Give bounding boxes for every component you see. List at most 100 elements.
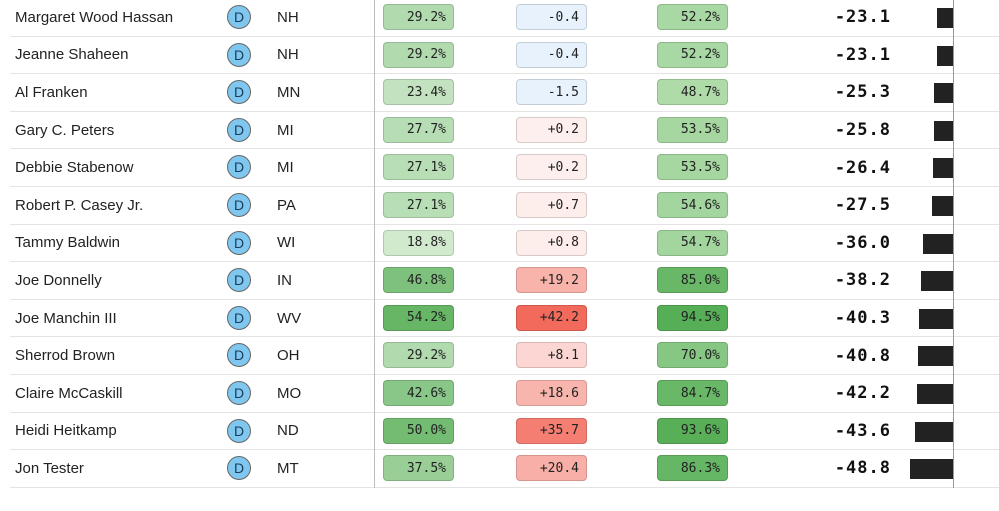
party-badge: D	[227, 42, 251, 67]
state-code: PA	[277, 196, 296, 214]
score-bar	[915, 421, 953, 442]
value-cell-2: +35.7	[516, 417, 587, 444]
table-row: Gary C. Peters D MI 27.7% +0.2 53.5% -25.8	[10, 112, 999, 150]
table-row: Jon Tester D MT 37.5% +20.4 86.3% -48.8	[10, 450, 999, 488]
value-cell-2: -0.4	[516, 4, 587, 30]
value-cell-3: 84.7%	[657, 380, 728, 406]
value-cell-2: +20.4	[516, 455, 587, 482]
value-cell-1: 23.4%	[383, 79, 454, 106]
table-row: Joe Manchin III D WV 54.2% +42.2 94.5% -40.3	[10, 300, 999, 338]
value-cell-2: +8.1	[516, 342, 587, 369]
value-cell-2: +18.6	[516, 380, 587, 406]
senator-name: Joe Donnelly	[15, 271, 102, 289]
score-bar	[916, 384, 953, 404]
value-cell-3: 48.7%	[657, 79, 728, 106]
senator-name: Al Franken	[15, 83, 88, 101]
column-divider	[374, 0, 375, 488]
score-value: -25.8	[834, 120, 891, 141]
score-bar	[923, 233, 953, 254]
value-cell-3: 93.6%	[657, 417, 728, 444]
party-badge: D	[227, 343, 251, 368]
value-cell-1: 18.8%	[383, 229, 454, 256]
value-cell-3: 52.2%	[657, 41, 728, 68]
value-cell-2: +0.2	[516, 154, 587, 181]
senator-name: Debbie Stabenow	[15, 159, 134, 177]
score-bar	[918, 308, 953, 329]
senator-name: Joe Manchin III	[15, 309, 117, 327]
score-value: -26.4	[834, 157, 891, 178]
party-badge: D	[227, 230, 251, 255]
score-value: -42.2	[834, 383, 891, 404]
senator-name: Jon Tester	[15, 459, 84, 477]
senator-name: Tammy Baldwin	[15, 234, 121, 252]
senator-name: Sherrod Brown	[15, 347, 116, 365]
value-cell-1: 29.2%	[383, 4, 454, 30]
senator-name: Jeanne Shaheen	[15, 46, 129, 64]
bar-axis-line	[953, 0, 954, 488]
table-row: Sherrod Brown D OH 29.2% +8.1 70.0% -40.8	[10, 337, 999, 375]
state-code: WI	[277, 234, 296, 252]
table-row: Claire McCaskill D MO 42.6% +18.6 84.7% -42.2	[10, 375, 999, 413]
value-cell-1: 50.0%	[383, 417, 454, 444]
score-value: -23.1	[834, 44, 891, 65]
state-code: WV	[277, 309, 302, 327]
value-cell-3: 94.5%	[657, 304, 728, 331]
score-value: -25.3	[834, 82, 891, 103]
table-row: Heidi Heitkamp D ND 50.0% +35.7 93.6% -43.6	[10, 413, 999, 451]
party-badge: D	[227, 5, 251, 29]
table-row: Margaret Wood Hassan D NH 29.2% -0.4 52.2% -23…	[10, 0, 999, 37]
state-code: OH	[277, 347, 300, 365]
value-cell-1: 37.5%	[383, 455, 454, 482]
state-code: ND	[277, 422, 299, 440]
value-cell-1: 42.6%	[383, 380, 454, 406]
party-badge: D	[227, 80, 251, 105]
table-row: Robert P. Casey Jr. D PA 27.1% +0.7 54.6% -27.…	[10, 187, 999, 225]
score-value: -36.0	[834, 232, 891, 253]
value-cell-3: 53.5%	[657, 154, 728, 181]
value-cell-3: 54.6%	[657, 192, 728, 218]
state-code: NH	[277, 46, 299, 64]
score-bar	[936, 45, 953, 66]
state-code: IN	[277, 271, 292, 289]
score-bar	[918, 346, 953, 367]
score-value: -40.3	[834, 308, 891, 329]
party-badge: D	[227, 456, 251, 481]
value-cell-1: 29.2%	[383, 41, 454, 68]
score-value: -48.8	[834, 458, 891, 479]
value-cell-3: 70.0%	[657, 342, 728, 369]
party-badge: D	[227, 117, 251, 142]
value-cell-1: 46.8%	[383, 267, 454, 294]
value-cell-1: 27.1%	[383, 192, 454, 218]
table-row: Joe Donnelly D IN 46.8% +19.2 85.0% -38.2	[10, 262, 999, 300]
score-value: -23.1	[834, 7, 891, 28]
table-row: Jeanne Shaheen D NH 29.2% -0.4 52.2% -23.1	[10, 37, 999, 75]
score-bar	[933, 158, 953, 179]
value-cell-1: 27.1%	[383, 154, 454, 181]
value-cell-3: 54.7%	[657, 229, 728, 256]
score-value: -27.5	[834, 195, 891, 216]
value-cell-3: 86.3%	[657, 455, 728, 482]
state-code: NH	[277, 8, 299, 26]
state-code: MN	[277, 83, 301, 101]
state-code: MI	[277, 159, 294, 177]
value-cell-3: 52.2%	[657, 4, 728, 30]
senator-name: Gary C. Peters	[15, 121, 115, 139]
score-value: -43.6	[834, 420, 891, 441]
party-badge: D	[227, 305, 251, 330]
score-bar	[909, 459, 953, 480]
senator-name: Robert P. Casey Jr.	[15, 196, 144, 214]
state-code: MO	[277, 384, 302, 402]
value-cell-1: 27.7%	[383, 116, 454, 143]
value-cell-2: +0.8	[516, 229, 587, 256]
senator-name: Margaret Wood Hassan	[15, 8, 174, 26]
value-cell-1: 29.2%	[383, 342, 454, 369]
party-badge: D	[227, 155, 251, 180]
table-row: Tammy Baldwin D WI 18.8% +0.8 54.7% -36.0	[10, 225, 999, 263]
table-row: Al Franken D MN 23.4% -1.5 48.7% -25.3	[10, 74, 999, 112]
value-cell-2: +0.2	[516, 116, 587, 143]
value-cell-2: +19.2	[516, 267, 587, 294]
state-code: MI	[277, 121, 294, 139]
value-cell-3: 53.5%	[657, 116, 728, 143]
party-badge: D	[227, 381, 251, 405]
state-code: MT	[277, 459, 299, 477]
